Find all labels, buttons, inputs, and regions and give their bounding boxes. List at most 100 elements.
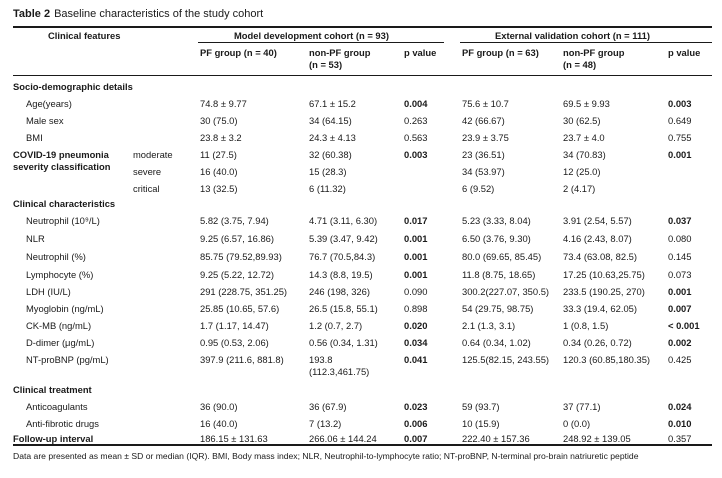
row-covid-moderate-sub: moderate bbox=[133, 149, 173, 160]
row-covid-critical-npf2: 2 (4.17) bbox=[563, 183, 596, 194]
row-ntprobnp-p1: 0.041 bbox=[404, 354, 428, 365]
row-ddimer-label: D-dimer (μg/mL) bbox=[26, 337, 95, 348]
row-covid-moderate-p2: 0.001 bbox=[668, 149, 692, 160]
header-nonpf-n-1: (n = 53) bbox=[309, 59, 343, 70]
row-male-p2: 0.649 bbox=[668, 115, 692, 126]
header-nonpf-group-2: non-PF group bbox=[563, 47, 625, 58]
row-neutrophil-abs-label: Neutrophil (10⁹/L) bbox=[26, 215, 100, 226]
row-nlr-label: NLR bbox=[26, 233, 45, 244]
row-age-p2: 0.003 bbox=[668, 98, 692, 109]
row-neutrophil-pct-p2: 0.145 bbox=[668, 251, 692, 262]
row-followup-npf2: 248.92 ± 139.05 bbox=[563, 433, 631, 444]
row-covid-moderate-p1: 0.003 bbox=[404, 149, 428, 160]
row-myoglobin-p2: 0.007 bbox=[668, 303, 692, 314]
row-age-p1: 0.004 bbox=[404, 98, 428, 109]
row-male-npf1: 34 (64.15) bbox=[309, 115, 352, 126]
row-age-pf2: 75.6 ± 10.7 bbox=[462, 98, 509, 109]
row-ntprobnp-p2: 0.425 bbox=[668, 354, 692, 365]
row-lymphocyte-label: Lymphocyte (%) bbox=[26, 269, 94, 280]
row-neutrophil-pct-p1: 0.001 bbox=[404, 251, 428, 262]
row-followup-pf2: 222.40 ± 157.36 bbox=[462, 433, 530, 444]
row-neutrophil-abs-p1: 0.017 bbox=[404, 215, 428, 226]
row-ldh-npf1: 246 (198, 326) bbox=[309, 286, 370, 297]
row-ntprobnp-pf2: 125.5(82.15, 243.55) bbox=[462, 354, 550, 365]
row-antifibrotic-npf1: 7 (13.2) bbox=[309, 418, 342, 429]
row-bmi-p2: 0.755 bbox=[668, 132, 692, 143]
header-nonpf-group-1: non-PF group bbox=[309, 47, 371, 58]
row-covid-label-line2: severity classification bbox=[13, 161, 111, 172]
row-nlr-p2: 0.080 bbox=[668, 233, 692, 244]
row-ckmb-p2: < 0.001 bbox=[668, 320, 700, 331]
row-covid-critical-pf2: 6 (9.52) bbox=[462, 183, 495, 194]
row-ntprobnp-npf2: 120.3 (60.85,180.35) bbox=[563, 354, 651, 365]
row-bmi-p1: 0.563 bbox=[404, 132, 428, 143]
row-neutrophil-abs-p2: 0.037 bbox=[668, 215, 692, 226]
row-ldh-pf2: 300.2(227.07, 350.5) bbox=[462, 286, 550, 297]
row-age-pf1: 74.8 ± 9.77 bbox=[200, 98, 247, 109]
section-socio-demographic: Socio-demographic details bbox=[13, 81, 133, 92]
row-anticoagulants-p1: 0.023 bbox=[404, 401, 428, 412]
section-clinical-characteristics: Clinical characteristics bbox=[13, 198, 116, 209]
row-followup-label: Follow-up interval bbox=[13, 433, 94, 444]
row-neutrophil-pct-pf2: 80.0 (69.65, 85.45) bbox=[462, 251, 542, 262]
row-lymphocyte-pf1: 9.25 (5.22, 12.72) bbox=[200, 269, 275, 280]
row-myoglobin-npf2: 33.3 (19.4, 62.05) bbox=[563, 303, 638, 314]
row-lymphocyte-p1: 0.001 bbox=[404, 269, 428, 280]
row-bmi-npf2: 23.7 ± 4.0 bbox=[563, 132, 605, 143]
row-bmi-npf1: 24.3 ± 4.13 bbox=[309, 132, 356, 143]
row-neutrophil-abs-pf1: 5.82 (3.75, 7.94) bbox=[200, 215, 269, 226]
row-neutrophil-abs-npf2: 3.91 (2.54, 5.57) bbox=[563, 215, 632, 226]
row-lymphocyte-p2: 0.073 bbox=[668, 269, 692, 280]
row-myoglobin-pf2: 54 (29.75, 98.75) bbox=[462, 303, 534, 314]
row-ldh-label: LDH (IU/L) bbox=[26, 286, 71, 297]
row-covid-moderate-npf2: 34 (70.83) bbox=[563, 149, 606, 160]
row-neutrophil-pct-pf1: 85.75 (79.52,89.93) bbox=[200, 251, 282, 262]
row-ntprobnp-pf1: 397.9 (211.6, 881.8) bbox=[200, 354, 284, 365]
row-bmi-label: BMI bbox=[26, 132, 43, 143]
row-neutrophil-abs-npf1: 4.71 (3.11, 6.30) bbox=[309, 215, 378, 226]
row-nlr-pf2: 6.50 (3.76, 9.30) bbox=[462, 233, 531, 244]
row-male-pf2: 42 (66.67) bbox=[462, 115, 505, 126]
row-myoglobin-npf1: 26.5 (15.8, 55.1) bbox=[309, 303, 378, 314]
row-ntprobnp-label: NT-proBNP (pg/mL) bbox=[26, 354, 109, 365]
row-anticoagulants-pf1: 36 (90.0) bbox=[200, 401, 238, 412]
row-male-npf2: 30 (62.5) bbox=[563, 115, 601, 126]
header-pvalue-2: p value bbox=[668, 47, 701, 58]
row-covid-moderate-npf1: 32 (60.38) bbox=[309, 149, 352, 160]
row-covid-label-line1: COVID-19 pneumonia bbox=[13, 149, 109, 160]
group1-underline bbox=[198, 42, 444, 43]
group2-underline bbox=[460, 42, 712, 43]
row-age-label: Age(years) bbox=[26, 98, 72, 109]
row-antifibrotic-p1: 0.006 bbox=[404, 418, 428, 429]
row-ldh-p1: 0.090 bbox=[404, 286, 428, 297]
row-neutrophil-abs-pf2: 5.23 (3.33, 8.04) bbox=[462, 215, 531, 226]
table-label: Table 2 bbox=[13, 8, 51, 20]
row-neutrophil-pct-label: Neutrophil (%) bbox=[26, 251, 86, 262]
row-antifibrotic-pf1: 16 (40.0) bbox=[200, 418, 238, 429]
row-antifibrotic-p2: 0.010 bbox=[668, 418, 692, 429]
row-ddimer-pf1: 0.95 (0.53, 2.06) bbox=[200, 337, 269, 348]
table-caption-text: Baseline characteristics of the study co… bbox=[54, 8, 264, 20]
row-nlr-pf1: 9.25 (6.57, 16.86) bbox=[200, 233, 275, 244]
row-followup-npf1: 266.06 ± 144.24 bbox=[309, 433, 377, 444]
row-lymphocyte-npf2: 17.25 (10.63,25.75) bbox=[563, 269, 645, 280]
header-pvalue-1: p value bbox=[404, 47, 437, 58]
row-male-p1: 0.263 bbox=[404, 115, 428, 126]
row-ldh-pf1: 291 (228.75, 351.25) bbox=[200, 286, 288, 297]
row-ldh-npf2: 233.5 (190.25, 270) bbox=[563, 286, 645, 297]
row-covid-critical-npf1: 6 (11.32) bbox=[309, 183, 346, 194]
row-ntprobnp-npf1-line1: 193.8 bbox=[309, 354, 333, 365]
row-covid-severe-npf1: 15 (28.3) bbox=[309, 166, 347, 177]
row-age-npf2: 69.5 ± 9.93 bbox=[563, 98, 610, 109]
row-covid-moderate-pf2: 23 (36.51) bbox=[462, 149, 505, 160]
row-anticoagulants-pf2: 59 (93.7) bbox=[462, 401, 500, 412]
row-myoglobin-p1: 0.898 bbox=[404, 303, 428, 314]
row-anticoagulants-label: Anticoagulants bbox=[26, 401, 88, 412]
header-external-validation-cohort: External validation cohort (n = 111) bbox=[495, 30, 650, 41]
row-lymphocyte-npf1: 14.3 (8.8, 19.5) bbox=[309, 269, 373, 280]
row-ckmb-pf2: 2.1 (1.3, 3.1) bbox=[462, 320, 516, 331]
row-lymphocyte-pf2: 11.8 (8.75, 18.65) bbox=[462, 269, 536, 280]
row-followup-pf1: 186.15 ± 131.63 bbox=[200, 433, 268, 444]
row-ldh-p2: 0.001 bbox=[668, 286, 692, 297]
